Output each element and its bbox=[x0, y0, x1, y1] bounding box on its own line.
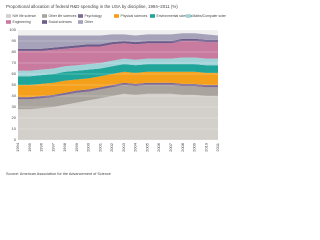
x-tick-label: 2000 bbox=[86, 142, 91, 152]
y-tick-label: 30 bbox=[12, 104, 17, 109]
x-tick-label: 2004 bbox=[133, 142, 138, 152]
x-tick-label: 2007 bbox=[168, 142, 173, 152]
area bbox=[18, 93, 218, 140]
chart-title: Proportional allocation of federal R&D s… bbox=[6, 4, 178, 9]
legend-label: Physical sciences bbox=[121, 14, 148, 18]
x-tick-label: 2002 bbox=[109, 142, 114, 152]
y-tick-label: 90 bbox=[12, 38, 17, 43]
legend-swatch bbox=[42, 20, 47, 24]
y-tick-label: 50 bbox=[12, 82, 17, 87]
y-tick-label: 80 bbox=[12, 49, 17, 54]
legend-swatch bbox=[150, 14, 155, 18]
legend-swatch bbox=[6, 20, 11, 24]
x-tick-label: 2009 bbox=[192, 142, 197, 152]
legend-swatch bbox=[78, 14, 83, 18]
x-tick-label: 2001 bbox=[97, 142, 102, 152]
legend-swatch bbox=[6, 14, 11, 18]
legend-label: Maths/Computer science bbox=[193, 14, 227, 18]
legend-swatch bbox=[78, 20, 83, 24]
x-tick-label: 1999 bbox=[74, 142, 79, 152]
x-tick-label: 1997 bbox=[50, 142, 55, 152]
x-tick-label: 2005 bbox=[144, 142, 149, 152]
y-tick-label: 100 bbox=[9, 27, 16, 32]
x-tick-label: 1995 bbox=[27, 142, 32, 152]
legend-label: Environmental sciences bbox=[157, 14, 193, 18]
area bbox=[18, 38, 218, 51]
legend-swatch bbox=[42, 14, 47, 18]
y-tick-label: 10 bbox=[12, 126, 17, 131]
legend-label: Social sciences bbox=[49, 20, 73, 24]
legend-label: Engineering bbox=[13, 20, 31, 24]
area bbox=[18, 64, 218, 85]
y-tick-label: 60 bbox=[12, 71, 17, 76]
area bbox=[18, 85, 218, 110]
y-tick-label: 70 bbox=[12, 60, 17, 65]
chart: Proportional allocation of federal R&D s… bbox=[6, 4, 230, 176]
y-tick-label: 20 bbox=[12, 115, 17, 120]
legend-swatch bbox=[114, 14, 119, 18]
source: Source: American Association for the Adv… bbox=[6, 172, 111, 176]
legend-swatch bbox=[186, 14, 191, 18]
legend-label: Psychology bbox=[85, 14, 103, 18]
legend-label: Other life sciences bbox=[49, 14, 77, 18]
area bbox=[18, 41, 218, 71]
x-tick-label: 2010 bbox=[203, 142, 208, 152]
x-tick-label: 2008 bbox=[180, 142, 185, 152]
x-tick-label: 2011 bbox=[215, 142, 220, 151]
legend-label: NIH life science bbox=[13, 14, 37, 18]
y-tick-label: 40 bbox=[12, 93, 17, 98]
area bbox=[18, 71, 218, 98]
x-tick-label: 2003 bbox=[121, 142, 126, 152]
x-tick-label: 2006 bbox=[156, 142, 161, 152]
area bbox=[18, 82, 218, 100]
x-tick-label: 1998 bbox=[62, 142, 67, 152]
legend-label: Other bbox=[85, 20, 94, 24]
x-tick-label: 1996 bbox=[39, 142, 44, 152]
y-tick-label: 0 bbox=[14, 137, 17, 142]
area bbox=[18, 57, 218, 77]
x-tick-label: 1994 bbox=[15, 142, 20, 152]
